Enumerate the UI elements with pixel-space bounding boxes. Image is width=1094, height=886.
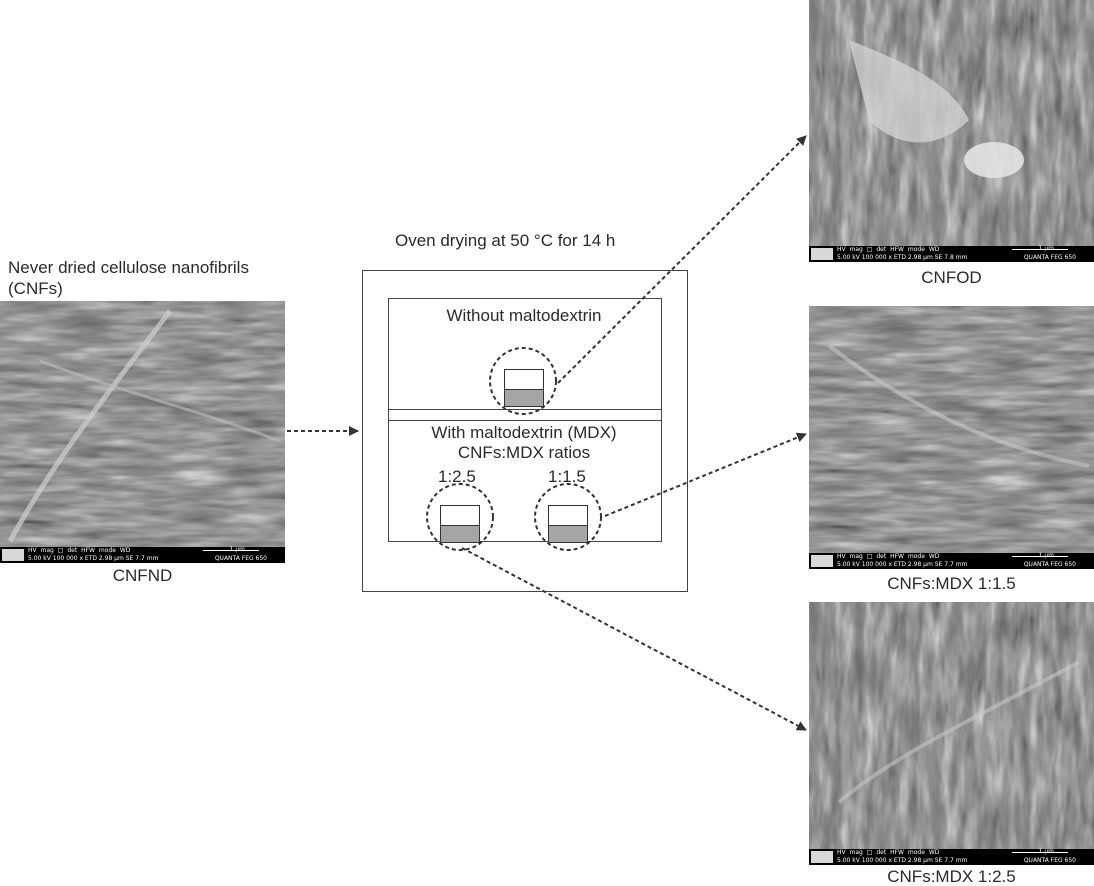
arrow-to-ratio-1-2-5	[461, 547, 807, 731]
sem-databar: HV mag □ det HFW mode WD 1 μm 5.00 kV 10…	[809, 848, 1094, 865]
oven-frame	[362, 270, 688, 592]
caption-cnfod: CNFOD	[921, 268, 982, 287]
sem-databar: HV mag □ det HFW mode WD 1 μm 5.00 kV 10…	[0, 546, 285, 563]
sample-cup-without	[504, 369, 544, 407]
databar-headers: HV mag □ det HFW mode WD	[837, 553, 940, 560]
databar-headers: HV mag □ det HFW mode WD	[28, 547, 131, 554]
databar-values: 5.00 kV 100 000 x ETD 2.98 μm SE 7.7 mm	[837, 561, 968, 568]
with-mdx-box	[388, 420, 662, 542]
ratio-left-label: 1:2.5	[438, 467, 476, 486]
sem-image-ratio-1-1-5: HV mag □ det HFW mode WD 1 μm 5.00 kV 10…	[809, 306, 1094, 569]
sample-cup-1-2-5	[440, 505, 480, 543]
ratios-label: CNFs:MDX ratios	[457, 443, 591, 462]
scale-label: 1 μm	[1038, 552, 1054, 559]
highlight-circle-1-2-5	[426, 483, 494, 551]
scale-label: 1 μm	[229, 546, 245, 553]
highlight-circle-without	[489, 347, 557, 415]
fei-logo	[811, 248, 833, 260]
source-title-line1: Never dried cellulose nanofibrils	[8, 258, 249, 277]
caption-ratio-1-1-5: CNFs:MDX 1:1.5	[887, 574, 1016, 593]
databar-values: 5.00 kV 100 000 x ETD 2.98 μm SE 7.7 mm	[837, 857, 968, 864]
scale-bar	[1012, 852, 1068, 853]
scale-bar	[203, 550, 259, 551]
databar-values: 5.00 kV 100 000 x ETD 2.98 μm SE 7.7 mm	[28, 555, 159, 562]
fei-logo	[2, 549, 24, 561]
with-mdx-label: With maltodextrin (MDX)	[431, 423, 617, 442]
ratio-right-label: 1:1.5	[548, 467, 586, 486]
process-title: Oven drying at 50 °C for 14 h	[395, 231, 616, 250]
arrow-to-ratio-1-1-5	[604, 432, 807, 517]
box-connector	[388, 408, 662, 420]
caption-ratio-1-2-5: CNFs:MDX 1:2.5	[887, 867, 1016, 886]
sem-image-ratio-1-2-5: HV mag □ det HFW mode WD 1 μm 5.00 kV 10…	[809, 602, 1094, 865]
without-mdx-label: Without maltodextrin	[446, 306, 602, 325]
scale-label: 1 μm	[1038, 245, 1054, 252]
scale-label: 1 μm	[1038, 848, 1054, 855]
caption-cnfnd: CNFND	[112, 566, 173, 585]
instrument-label: QUANTA FEG 650	[1023, 857, 1076, 864]
without-mdx-box	[388, 298, 662, 410]
sample-cup-1-1-5	[548, 505, 588, 543]
fei-logo	[811, 851, 833, 863]
source-title-line2: (CNFs)	[8, 279, 63, 298]
sem-databar: HV mag □ det HFW mode WD 1 μm 5.00 kV 10…	[809, 245, 1094, 262]
instrument-label: QUANTA FEG 650	[214, 555, 267, 562]
sem-image-cnfod: HV mag □ det HFW mode WD 1 μm 5.00 kV 10…	[809, 0, 1094, 262]
fei-logo	[811, 555, 833, 567]
instrument-label: QUANTA FEG 650	[1023, 561, 1076, 568]
databar-values: 5.00 kV 100 000 x ETD 2.98 μm SE 7.8 mm	[837, 254, 968, 261]
sem-databar: HV mag □ det HFW mode WD 1 μm 5.00 kV 10…	[809, 552, 1094, 569]
instrument-label: QUANTA FEG 650	[1023, 254, 1076, 261]
databar-headers: HV mag □ det HFW mode WD	[837, 849, 940, 856]
databar-headers: HV mag □ det HFW mode WD	[837, 246, 940, 253]
arrow-to-cnfod	[557, 135, 807, 384]
scale-bar	[1012, 556, 1068, 557]
sem-image-cnfnd: HV mag □ det HFW mode WD 1 μm 5.00 kV 10…	[0, 301, 285, 563]
scale-bar	[1012, 249, 1068, 250]
highlight-circle-1-1-5	[534, 483, 602, 551]
